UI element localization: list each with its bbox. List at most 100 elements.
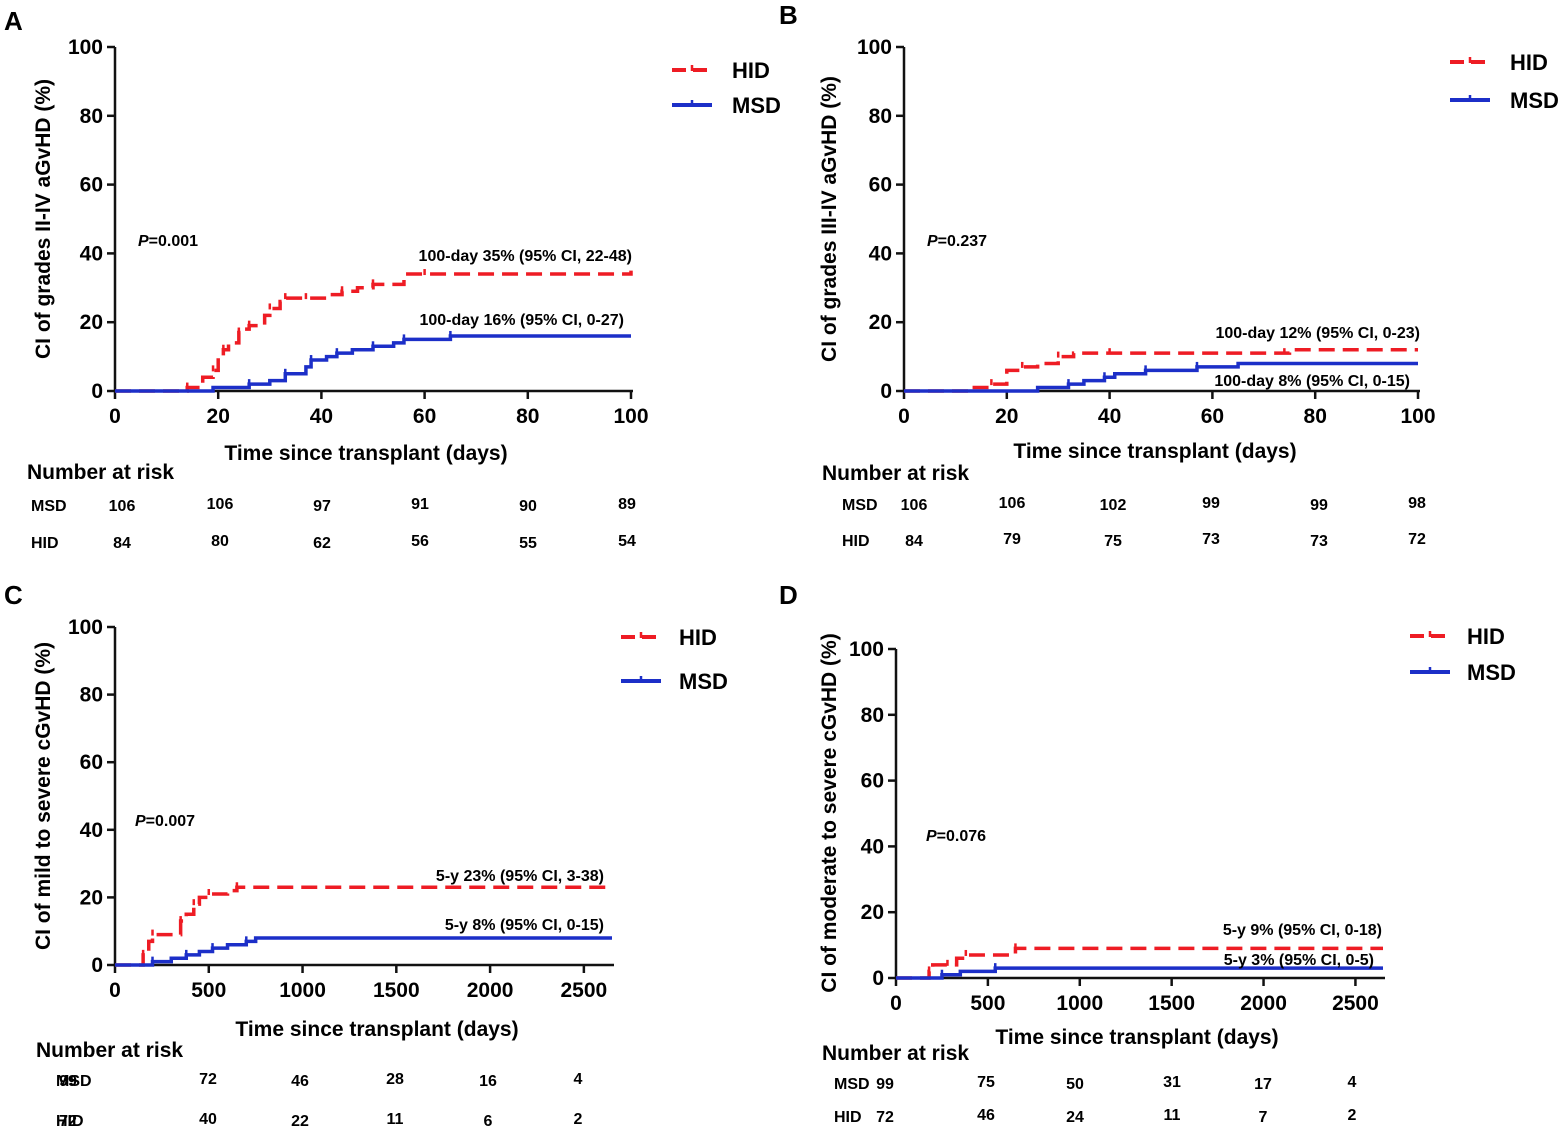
risk-count: 16 bbox=[479, 1073, 497, 1090]
y-axis-title: CI of mild to severe cGvHD (%) bbox=[32, 642, 55, 950]
y-tick-label: 40 bbox=[861, 835, 884, 858]
legend: HID MSD bbox=[1450, 50, 1559, 113]
risk-count: 31 bbox=[1163, 1074, 1181, 1091]
p-value-text: =0.007 bbox=[146, 813, 195, 830]
y-tick-label: 80 bbox=[80, 105, 103, 128]
risk-count: 89 bbox=[618, 496, 636, 513]
risk-count: 99 bbox=[1310, 497, 1328, 514]
risk-count: 50 bbox=[1066, 1076, 1084, 1093]
risk-count: 106 bbox=[901, 497, 928, 514]
y-tick-label: 0 bbox=[91, 380, 103, 403]
legend-label-msd: MSD bbox=[732, 93, 781, 118]
panel-b: B 0 20 40 60 80 100 0 20 40 60 80 100 Time since tran… bbox=[779, 0, 1559, 550]
risk-count: 97 bbox=[313, 498, 331, 515]
risk-count: 22 bbox=[291, 1113, 309, 1127]
risk-row-group: MSD bbox=[842, 497, 878, 514]
y-tick-label: 100 bbox=[857, 36, 892, 59]
y-tick-label: 40 bbox=[869, 242, 892, 265]
x-tick-label: 1000 bbox=[1056, 992, 1103, 1015]
y-tick-label: 20 bbox=[80, 886, 103, 909]
legend: HID MSD bbox=[672, 58, 781, 118]
risk-count: 106 bbox=[999, 495, 1026, 512]
y-tick-label: 100 bbox=[68, 616, 103, 639]
x-tick-label: 40 bbox=[1098, 405, 1121, 428]
risk-count: 73 bbox=[1202, 531, 1220, 548]
risk-count: 106 bbox=[207, 496, 234, 513]
risk-count: 102 bbox=[1100, 497, 1127, 514]
x-tick-label: 100 bbox=[613, 405, 648, 428]
risk-row-group: HID bbox=[834, 1109, 862, 1126]
risk-count: 99 bbox=[876, 1076, 894, 1093]
series-line-msd bbox=[896, 966, 1383, 980]
legend-label-hid: HID bbox=[732, 58, 770, 83]
x-tick-label: 2500 bbox=[1332, 992, 1379, 1015]
y-tick-label: 0 bbox=[872, 967, 884, 990]
risk-table-title: Number at risk bbox=[36, 1039, 183, 1062]
risk-count: 72 bbox=[876, 1109, 894, 1126]
risk-count: 90 bbox=[519, 498, 537, 515]
legend-label-msd: MSD bbox=[1467, 660, 1516, 685]
x-tick-label: 1500 bbox=[373, 979, 420, 1002]
curve-annotation: 100-day 12% (95% CI, 0-23) bbox=[1215, 325, 1420, 342]
risk-count: 17 bbox=[1254, 1076, 1272, 1093]
y-tick-label: 40 bbox=[80, 242, 103, 265]
p-value-text: =0.001 bbox=[149, 233, 198, 250]
risk-count: 72 bbox=[1408, 531, 1426, 548]
curve-annotation: 5-y 8% (95% CI, 0-15) bbox=[445, 917, 604, 934]
risk-count: 91 bbox=[411, 496, 429, 513]
legend-label-hid: HID bbox=[679, 625, 717, 650]
x-tick-label: 500 bbox=[191, 979, 226, 1002]
y-tick-label: 60 bbox=[869, 174, 892, 197]
p-value-symbol: P bbox=[926, 828, 937, 845]
y-tick-label: 20 bbox=[869, 311, 892, 334]
x-tick-label: 80 bbox=[516, 405, 539, 428]
x-axis-title: Time since transplant (days) bbox=[235, 1018, 518, 1041]
risk-count: 54 bbox=[618, 533, 636, 550]
risk-count: 84 bbox=[113, 535, 131, 552]
x-tick-label: 100 bbox=[1400, 405, 1435, 428]
panel-label: D bbox=[779, 580, 798, 610]
p-value-symbol: P bbox=[135, 813, 146, 830]
series-line-hid bbox=[896, 946, 1383, 980]
x-tick-label: 0 bbox=[109, 979, 121, 1002]
legend: HID MSD bbox=[621, 625, 728, 694]
x-tick-label: 20 bbox=[995, 405, 1018, 428]
risk-row-group: HID bbox=[31, 535, 59, 552]
risk-table-title: Number at risk bbox=[822, 462, 969, 485]
curve-annotation: 100-day 8% (95% CI, 0-15) bbox=[1214, 373, 1410, 390]
risk-row-group: HID bbox=[56, 1113, 84, 1127]
y-axis-title: CI of grades II-IV aGvHD (%) bbox=[32, 79, 55, 359]
risk-count: 2 bbox=[1348, 1107, 1357, 1124]
y-tick-label: 20 bbox=[80, 311, 103, 334]
risk-count: 73 bbox=[1310, 533, 1328, 550]
curve-annotation: 5-y 3% (95% CI, 0-5) bbox=[1224, 952, 1374, 969]
risk-count: 4 bbox=[1348, 1074, 1357, 1091]
x-tick-label: 80 bbox=[1304, 405, 1327, 428]
p-value: P=0.237 bbox=[927, 233, 987, 250]
risk-count: 75 bbox=[1104, 533, 1122, 550]
x-tick-label: 60 bbox=[413, 405, 436, 428]
panel-label: C bbox=[4, 580, 23, 610]
y-tick-label: 20 bbox=[861, 901, 884, 924]
series-line-hid bbox=[904, 347, 1418, 393]
y-tick-label: 60 bbox=[861, 770, 884, 793]
legend-label-msd: MSD bbox=[1510, 88, 1559, 113]
legend-label-msd: MSD bbox=[679, 669, 728, 694]
y-tick-label: 80 bbox=[861, 704, 884, 727]
y-tick-label: 0 bbox=[91, 954, 103, 977]
panel-label: A bbox=[4, 6, 23, 36]
x-tick-label: 2000 bbox=[1240, 992, 1287, 1015]
x-tick-label: 500 bbox=[970, 992, 1005, 1015]
y-tick-label: 60 bbox=[80, 751, 103, 774]
risk-count: 106 bbox=[109, 498, 136, 515]
y-tick-label: 80 bbox=[80, 684, 103, 707]
series-line-hid bbox=[115, 270, 633, 393]
risk-count: 56 bbox=[411, 533, 429, 550]
legend: HID MSD bbox=[1410, 624, 1516, 685]
x-tick-label: 1500 bbox=[1148, 992, 1195, 1015]
x-tick-label: 0 bbox=[109, 405, 121, 428]
risk-row-group: HID bbox=[842, 533, 870, 550]
risk-count: 7 bbox=[1259, 1109, 1268, 1126]
risk-count: 28 bbox=[386, 1071, 404, 1088]
risk-row-group: MSD bbox=[834, 1076, 870, 1093]
